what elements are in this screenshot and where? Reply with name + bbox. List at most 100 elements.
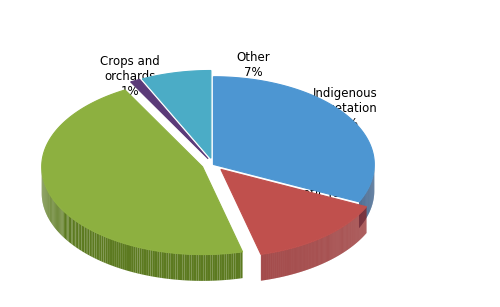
Polygon shape — [318, 239, 320, 265]
Polygon shape — [180, 254, 182, 280]
Polygon shape — [102, 235, 103, 262]
Polygon shape — [359, 201, 360, 228]
Polygon shape — [168, 253, 171, 279]
Polygon shape — [288, 249, 289, 275]
Polygon shape — [360, 200, 361, 227]
Polygon shape — [148, 249, 150, 276]
Polygon shape — [313, 241, 314, 268]
Polygon shape — [332, 232, 333, 259]
Polygon shape — [194, 255, 196, 281]
Polygon shape — [42, 90, 242, 255]
Polygon shape — [106, 237, 107, 264]
Polygon shape — [109, 238, 111, 265]
Polygon shape — [176, 253, 178, 280]
Polygon shape — [68, 216, 70, 243]
Polygon shape — [361, 199, 362, 226]
Text: Other
7%: Other 7% — [236, 51, 270, 79]
Polygon shape — [48, 192, 50, 220]
Polygon shape — [50, 195, 51, 223]
Polygon shape — [150, 250, 152, 277]
Polygon shape — [306, 243, 307, 270]
Polygon shape — [326, 235, 327, 262]
Polygon shape — [142, 71, 211, 158]
Polygon shape — [278, 251, 279, 278]
Polygon shape — [324, 236, 325, 263]
Polygon shape — [142, 248, 144, 275]
Polygon shape — [184, 254, 187, 281]
Polygon shape — [272, 252, 273, 279]
Polygon shape — [308, 243, 309, 269]
Polygon shape — [364, 194, 365, 221]
Polygon shape — [93, 231, 94, 258]
Polygon shape — [298, 246, 299, 273]
Polygon shape — [285, 250, 286, 276]
Polygon shape — [328, 234, 329, 261]
Polygon shape — [304, 244, 305, 271]
Polygon shape — [125, 244, 127, 270]
Polygon shape — [157, 251, 160, 278]
Polygon shape — [291, 248, 292, 275]
Polygon shape — [331, 233, 332, 260]
Polygon shape — [212, 254, 215, 281]
Polygon shape — [289, 249, 290, 275]
Polygon shape — [305, 244, 306, 270]
Polygon shape — [365, 193, 366, 220]
Polygon shape — [65, 212, 66, 240]
Polygon shape — [303, 245, 304, 271]
Polygon shape — [192, 255, 194, 281]
Polygon shape — [263, 254, 264, 280]
Polygon shape — [277, 251, 278, 278]
Polygon shape — [162, 252, 164, 278]
Polygon shape — [286, 249, 287, 276]
Polygon shape — [204, 255, 206, 281]
Polygon shape — [198, 255, 201, 281]
Polygon shape — [234, 253, 235, 279]
Polygon shape — [82, 224, 83, 252]
Polygon shape — [77, 222, 78, 249]
Polygon shape — [316, 240, 317, 266]
Polygon shape — [201, 255, 203, 281]
Polygon shape — [107, 238, 109, 265]
Polygon shape — [152, 250, 155, 277]
Polygon shape — [206, 255, 208, 281]
Polygon shape — [90, 229, 91, 256]
Polygon shape — [262, 254, 263, 281]
Polygon shape — [140, 247, 141, 274]
Polygon shape — [363, 196, 364, 223]
Polygon shape — [104, 236, 106, 263]
Polygon shape — [98, 234, 100, 261]
Polygon shape — [333, 232, 334, 258]
Polygon shape — [265, 254, 266, 280]
Polygon shape — [275, 252, 276, 278]
Polygon shape — [271, 253, 272, 279]
Polygon shape — [80, 223, 82, 251]
Polygon shape — [52, 199, 54, 226]
Polygon shape — [226, 253, 229, 280]
Polygon shape — [287, 249, 288, 276]
Polygon shape — [119, 242, 121, 269]
Polygon shape — [296, 247, 297, 273]
Polygon shape — [236, 252, 238, 279]
Polygon shape — [66, 213, 68, 241]
Polygon shape — [240, 252, 242, 278]
Polygon shape — [330, 233, 331, 260]
Polygon shape — [131, 245, 133, 272]
Polygon shape — [129, 245, 131, 272]
Polygon shape — [59, 207, 60, 234]
Polygon shape — [138, 247, 140, 274]
Polygon shape — [210, 255, 212, 281]
Polygon shape — [55, 202, 56, 230]
Polygon shape — [323, 237, 324, 263]
Polygon shape — [46, 188, 47, 215]
Polygon shape — [121, 243, 123, 269]
Polygon shape — [72, 219, 74, 246]
Polygon shape — [322, 237, 323, 264]
Polygon shape — [282, 250, 283, 277]
Polygon shape — [214, 77, 374, 202]
Polygon shape — [173, 253, 176, 280]
Polygon shape — [329, 234, 330, 261]
Polygon shape — [136, 247, 138, 273]
Polygon shape — [261, 254, 262, 281]
Polygon shape — [60, 208, 62, 235]
Polygon shape — [325, 236, 326, 263]
